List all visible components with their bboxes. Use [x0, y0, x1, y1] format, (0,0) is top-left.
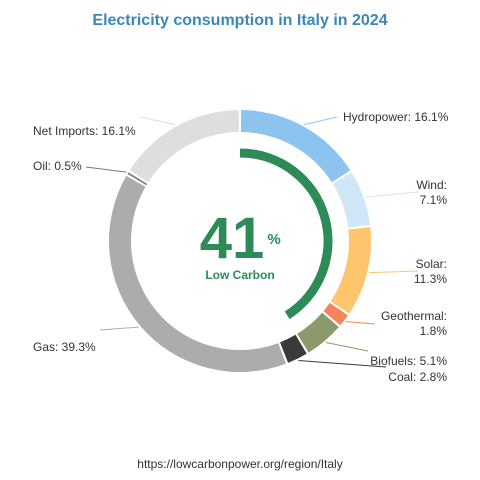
slice-hydropower[interactable] [240, 110, 351, 183]
label-geothermal: Geothermal: 1.8% [381, 309, 447, 338]
source-url: https://lowcarbonpower.org/region/Italy [137, 457, 342, 471]
slice-coal[interactable] [280, 334, 307, 363]
chart-title: Electricity consumption in Italy in 2024 [92, 12, 387, 29]
slice-geothermal[interactable] [323, 302, 348, 326]
slice-gas[interactable] [108, 175, 286, 372]
leader-line-net-imports [139, 116, 176, 126]
low-carbon-arc [239, 148, 333, 320]
label-wind: Wind: 7.1% [416, 178, 447, 207]
leader-line-wind [365, 191, 419, 198]
slice-solar[interactable] [330, 227, 371, 314]
leader-line-geothermal [345, 321, 376, 325]
label-solar: Solar: 11.3% [414, 257, 447, 286]
leader-line-biofuels [325, 341, 369, 352]
leader-line-oil [85, 166, 127, 173]
low-carbon-percentage: 41 [200, 206, 265, 271]
leader-line-gas [99, 326, 139, 331]
leader-line-coal [298, 359, 387, 368]
label-gas: Gas: 39.3% [33, 340, 96, 354]
leader-line-hydropower [304, 116, 338, 126]
slice-labels-layer: Hydropower: 16.1% Wind: 7.1% Solar: 11.3% Geo… [33, 110, 449, 384]
label-oil: Oil: 0.5% [33, 159, 82, 173]
slices-layer [108, 110, 371, 372]
slice-biofuels[interactable] [297, 312, 339, 353]
label-coal: Coal: 2.8% [388, 370, 447, 384]
percent-sign: % [267, 231, 280, 248]
label-net-imports: Net Imports: 16.1% [33, 124, 136, 138]
leader-lines-layer [85, 116, 419, 368]
slice-wind[interactable] [332, 172, 371, 228]
slice-net-imports[interactable] [129, 110, 240, 183]
label-hydropower: Hydropower: 16.1% [343, 110, 449, 124]
leader-line-solar [369, 270, 419, 274]
label-biofuels: Biofuels: 5.1% [370, 354, 447, 368]
slice-oil[interactable] [127, 172, 148, 186]
low-carbon-label: Low Carbon [205, 268, 274, 282]
